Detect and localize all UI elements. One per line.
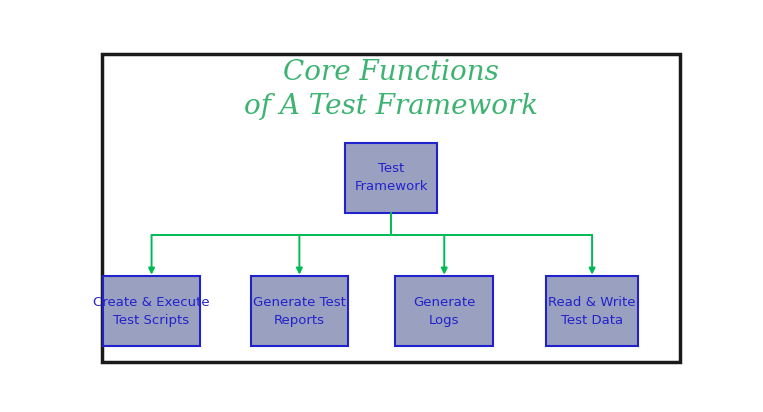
Bar — [546, 276, 638, 346]
Text: Generate Test
Reports: Generate Test Reports — [253, 296, 346, 327]
Text: Create & Execute
Test Scripts: Create & Execute Test Scripts — [93, 296, 210, 327]
Text: Test
Framework: Test Framework — [354, 162, 428, 193]
Text: Generate
Logs: Generate Logs — [413, 296, 475, 327]
Bar — [395, 276, 493, 346]
Bar — [103, 276, 201, 346]
Text: Core Functions
of A Test Framework: Core Functions of A Test Framework — [244, 59, 538, 120]
Bar — [250, 276, 348, 346]
Bar — [345, 143, 437, 213]
Text: Read & Write
Test Data: Read & Write Test Data — [549, 296, 636, 327]
